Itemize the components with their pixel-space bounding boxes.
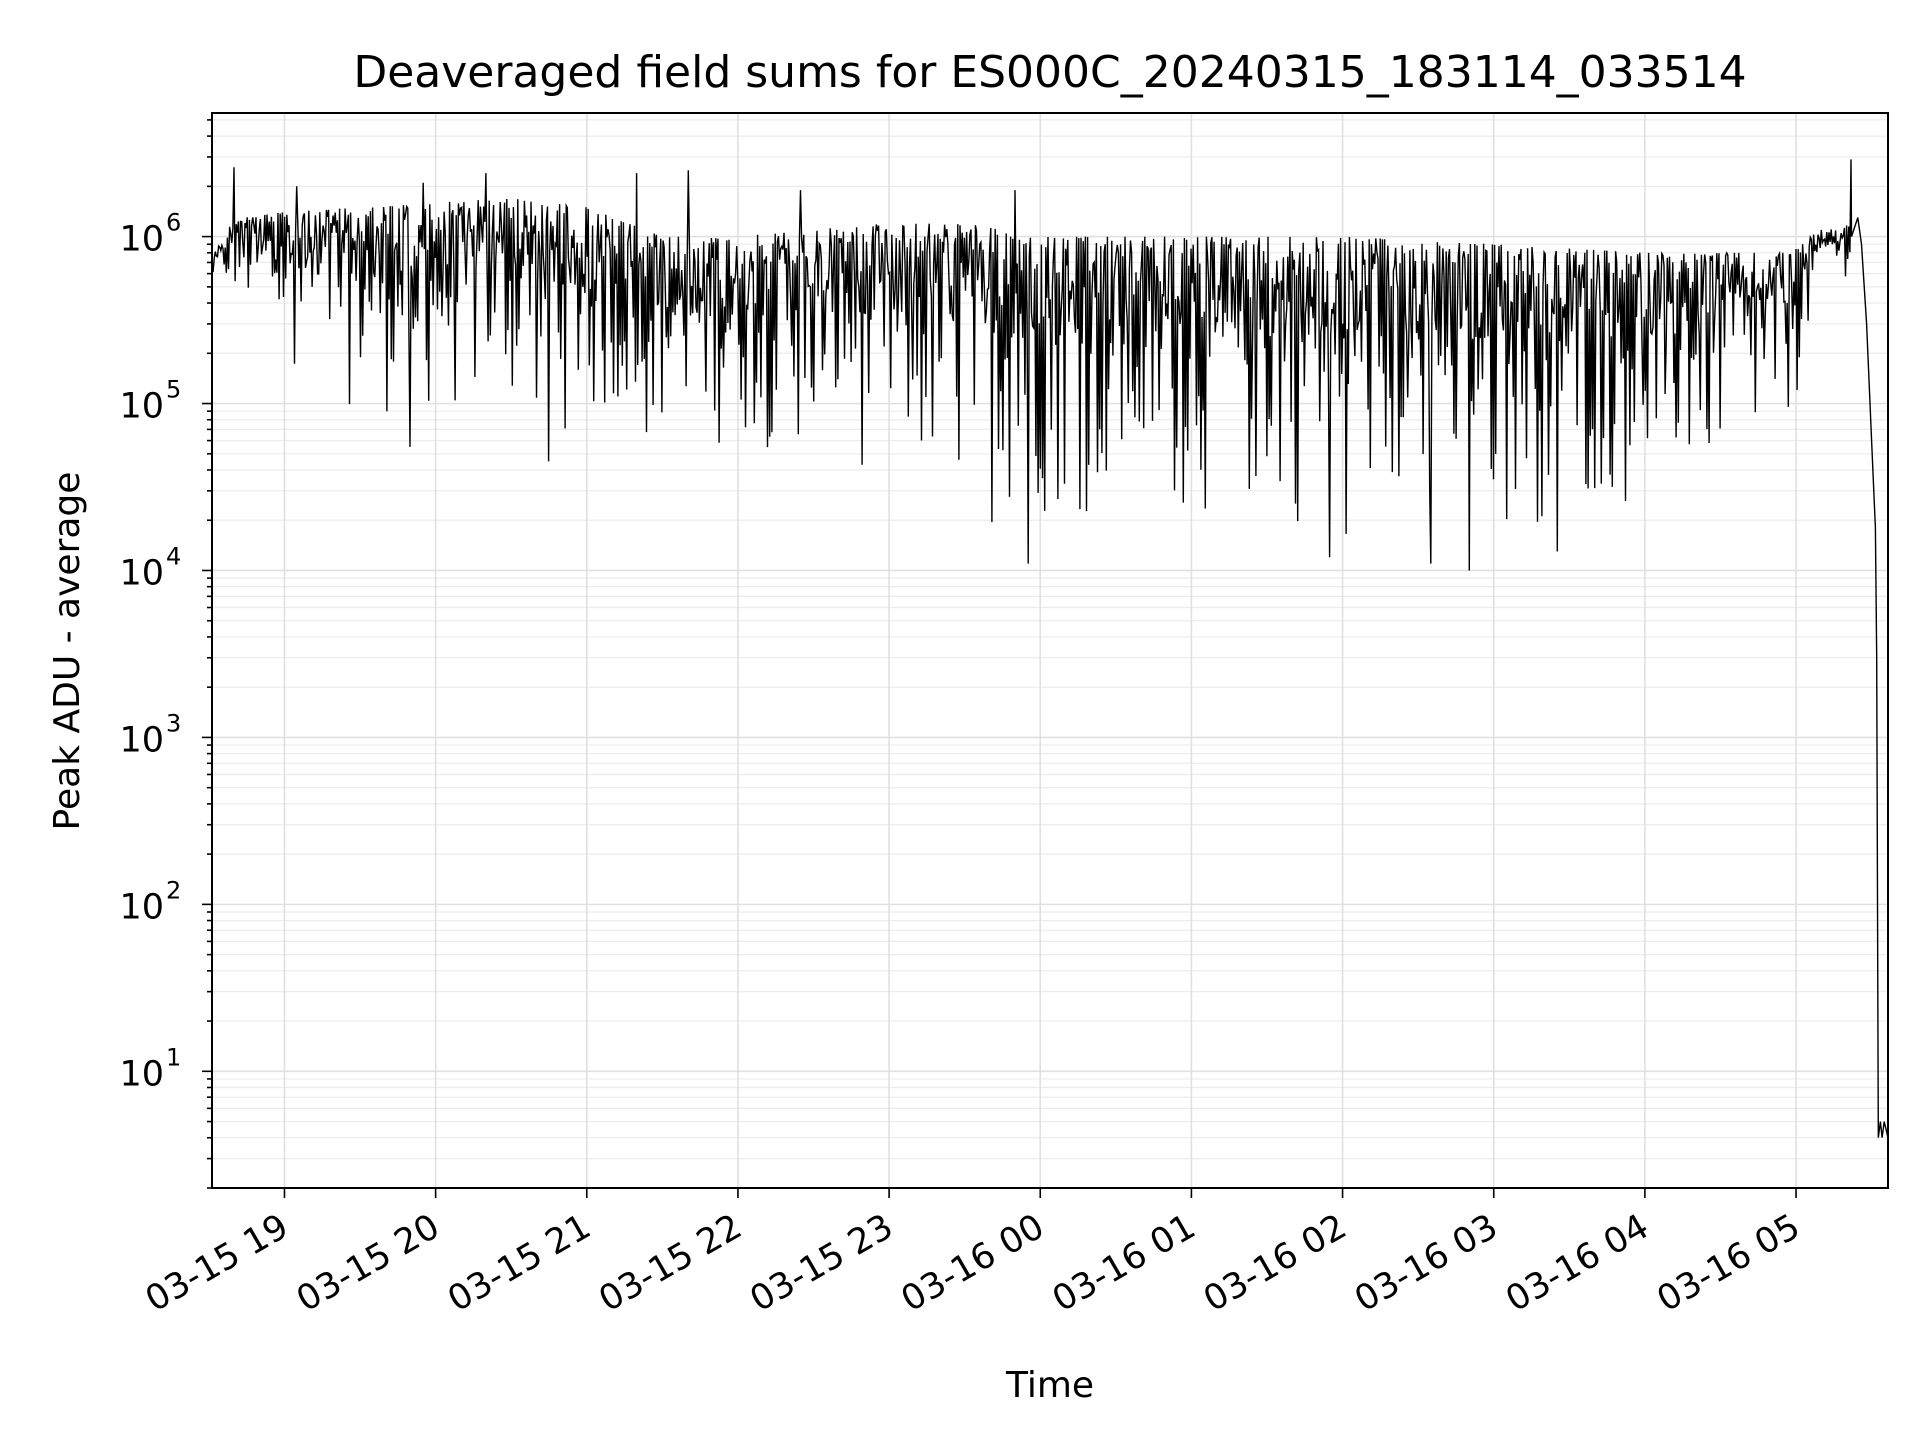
x-tick-label: 03-16 02: [1197, 1207, 1353, 1320]
series-line: [212, 159, 1888, 1138]
y-tick-label: 10: [119, 553, 164, 593]
y-tick-label: 10: [119, 220, 164, 260]
y-axis-label: Peak ADU - average: [47, 472, 88, 831]
x-tick-label: 03-15 23: [744, 1207, 900, 1320]
x-tick-label: 03-16 00: [895, 1207, 1051, 1320]
y-tick-exponent: 1: [166, 1043, 181, 1071]
plot-frame: [211, 112, 1889, 1189]
y-tick-exponent: 2: [166, 876, 181, 904]
y-tick-label: 10: [119, 887, 164, 927]
y-tick-exponent: 6: [166, 209, 181, 237]
grid: [212, 113, 1888, 1189]
y-tick-exponent: 5: [166, 376, 181, 404]
y-tick-exponent: 3: [166, 709, 181, 737]
x-tick-label: 03-15 20: [290, 1207, 446, 1320]
x-tick-label: 03-16 03: [1348, 1207, 1504, 1320]
x-axis-label: Time: [1005, 1365, 1094, 1406]
x-tick-label: 03-16 04: [1499, 1207, 1655, 1320]
y-tick-label: 10: [119, 1054, 164, 1094]
y-tick-label: 10: [119, 720, 164, 760]
series-layer: [212, 159, 1888, 1138]
x-tick-label: 03-15 22: [592, 1207, 748, 1320]
y-tick-label: 10: [119, 387, 164, 427]
x-tick-label: 03-16 01: [1046, 1207, 1202, 1320]
chart-title: Deaveraged field sums for ES000C_2024031…: [353, 47, 1746, 98]
x-tick-label: 03-16 05: [1651, 1207, 1807, 1320]
x-tick-label: 03-15 19: [139, 1207, 295, 1320]
y-tick-exponent: 4: [166, 542, 181, 570]
x-tick-label: 03-15 21: [441, 1207, 597, 1320]
